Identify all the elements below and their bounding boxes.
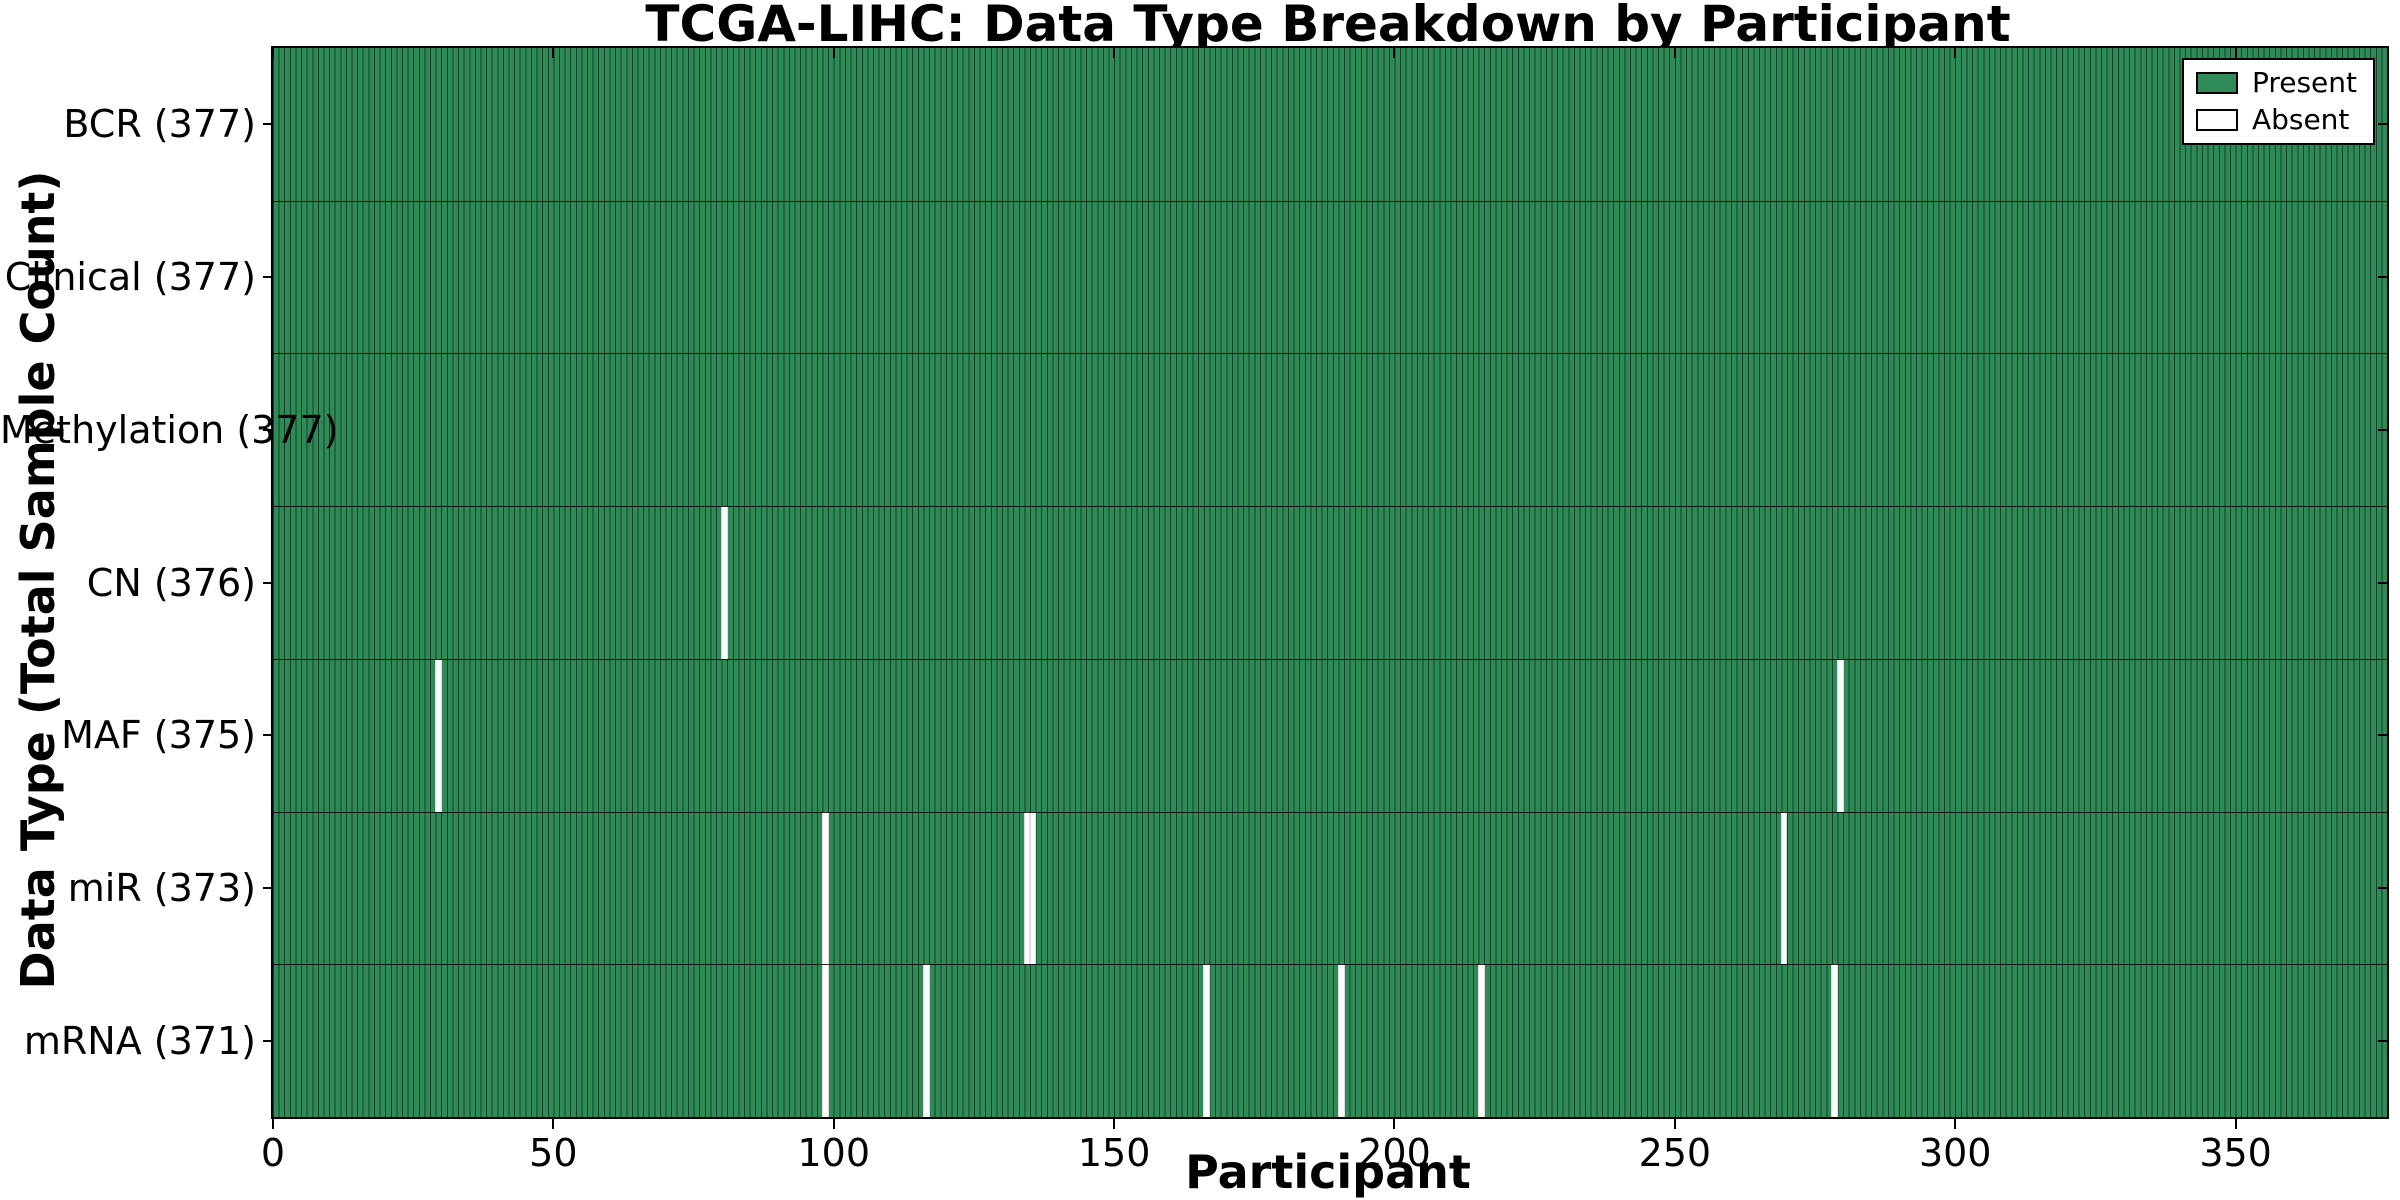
chart-title: TCGA-LIHC: Data Type Breakdown by Partic… xyxy=(645,0,2011,53)
row-separator xyxy=(273,506,2387,508)
x-tick-mark xyxy=(1954,1119,1957,1129)
row-clinical xyxy=(273,201,2387,354)
absent-gap-mir-269 xyxy=(1780,811,1788,965)
absent-gap-mrna-215 xyxy=(1478,964,1485,1117)
x-tick-label-350: 350 xyxy=(2199,1131,2272,1175)
x-tick-mark xyxy=(832,1119,835,1129)
y-tick-label-mir: miR (373) xyxy=(67,865,256,910)
legend-swatch-absent-icon xyxy=(2195,109,2238,131)
y-tick-mark-right xyxy=(2378,581,2387,584)
y-tick-mark xyxy=(263,734,272,737)
row-mir xyxy=(273,811,2387,965)
x-tick-label-250: 250 xyxy=(1638,1131,1712,1175)
y-tick-mark-right xyxy=(2378,428,2387,431)
y-tick-mark xyxy=(263,123,272,126)
row-separator xyxy=(273,964,2387,966)
absent-gap-mir-135 xyxy=(1029,811,1037,965)
row-bcr xyxy=(273,48,2387,201)
x-tick-mark-top xyxy=(552,48,555,58)
absent-gap-mrna-166 xyxy=(1203,964,1210,1117)
y-tick-mark-right xyxy=(2378,123,2387,126)
x-tick-mark-top xyxy=(1954,48,1957,58)
y-tick-label-mrna: mRNA (371) xyxy=(23,1018,256,1063)
x-tick-mark xyxy=(272,1119,274,1129)
y-tick-label-methylation: Methylation (377) xyxy=(0,407,339,452)
x-tick-label-0: 0 xyxy=(260,1131,286,1175)
row-methylation xyxy=(273,353,2387,506)
absent-gap-mrna-116 xyxy=(922,964,930,1117)
y-tick-mark xyxy=(263,886,272,889)
x-tick-mark xyxy=(552,1119,555,1129)
absent-gap-mir-134 xyxy=(1023,811,1031,965)
absent-gap-mrna-190 xyxy=(1337,964,1345,1117)
absent-gap-maf-279 xyxy=(1836,658,1844,812)
x-tick-label-200: 200 xyxy=(1358,1131,1431,1175)
x-tick-mark-top xyxy=(2234,48,2237,58)
y-tick-mark xyxy=(263,1039,272,1042)
x-axis-title: Participant xyxy=(1185,1145,1471,1199)
absent-gap-maf-29 xyxy=(435,658,442,812)
x-tick-mark xyxy=(1393,1119,1396,1129)
row-cn xyxy=(273,506,2387,659)
absent-gap-cn-80 xyxy=(721,506,728,659)
legend-swatch-present-icon xyxy=(2195,72,2238,94)
row-separator xyxy=(273,811,2387,813)
absent-gap-mir-98 xyxy=(822,811,829,965)
x-tick-label-100: 100 xyxy=(797,1131,870,1175)
row-separator xyxy=(273,353,2387,355)
y-tick-label-maf: MAF (375) xyxy=(61,713,256,758)
plot-area: Present Absent xyxy=(271,46,2389,1119)
y-tick-mark-right xyxy=(2378,276,2387,279)
legend-label-absent: Absent xyxy=(2251,103,2350,136)
x-tick-mark xyxy=(2234,1119,2237,1129)
x-tick-mark-top xyxy=(1673,48,1676,58)
y-tick-mark xyxy=(263,276,272,279)
x-tick-label-300: 300 xyxy=(1918,1131,1992,1175)
row-separator xyxy=(273,658,2387,660)
x-tick-mark-top xyxy=(1113,48,1116,58)
row-separator xyxy=(273,200,2387,202)
y-tick-label-bcr: BCR (377) xyxy=(63,102,256,147)
row-mrna xyxy=(273,964,2387,1117)
legend: Present Absent xyxy=(2181,58,2375,145)
x-tick-mark-top xyxy=(1393,48,1396,58)
x-tick-label-150: 150 xyxy=(1077,1131,1151,1175)
y-tick-mark-right xyxy=(2378,734,2387,737)
y-tick-mark xyxy=(263,428,272,431)
legend-label-present: Present xyxy=(2251,66,2357,99)
x-tick-mark-top xyxy=(272,48,274,58)
y-tick-mark-right xyxy=(2378,1039,2387,1042)
y-tick-mark xyxy=(263,581,272,584)
legend-item-present: Present xyxy=(2195,66,2357,99)
y-tick-label-clinical: Clinical (377) xyxy=(4,255,256,300)
y-tick-label-cn: CN (376) xyxy=(86,560,256,605)
absent-gap-mrna-278 xyxy=(1831,964,1838,1117)
y-tick-mark-right xyxy=(2378,886,2387,889)
x-tick-mark xyxy=(1113,1119,1116,1129)
x-tick-mark-top xyxy=(832,48,835,58)
absent-gap-mrna-98 xyxy=(822,964,829,1117)
x-tick-label-50: 50 xyxy=(529,1131,578,1175)
x-tick-mark xyxy=(1673,1119,1676,1129)
row-maf xyxy=(273,658,2387,812)
legend-item-absent: Absent xyxy=(2195,103,2357,136)
